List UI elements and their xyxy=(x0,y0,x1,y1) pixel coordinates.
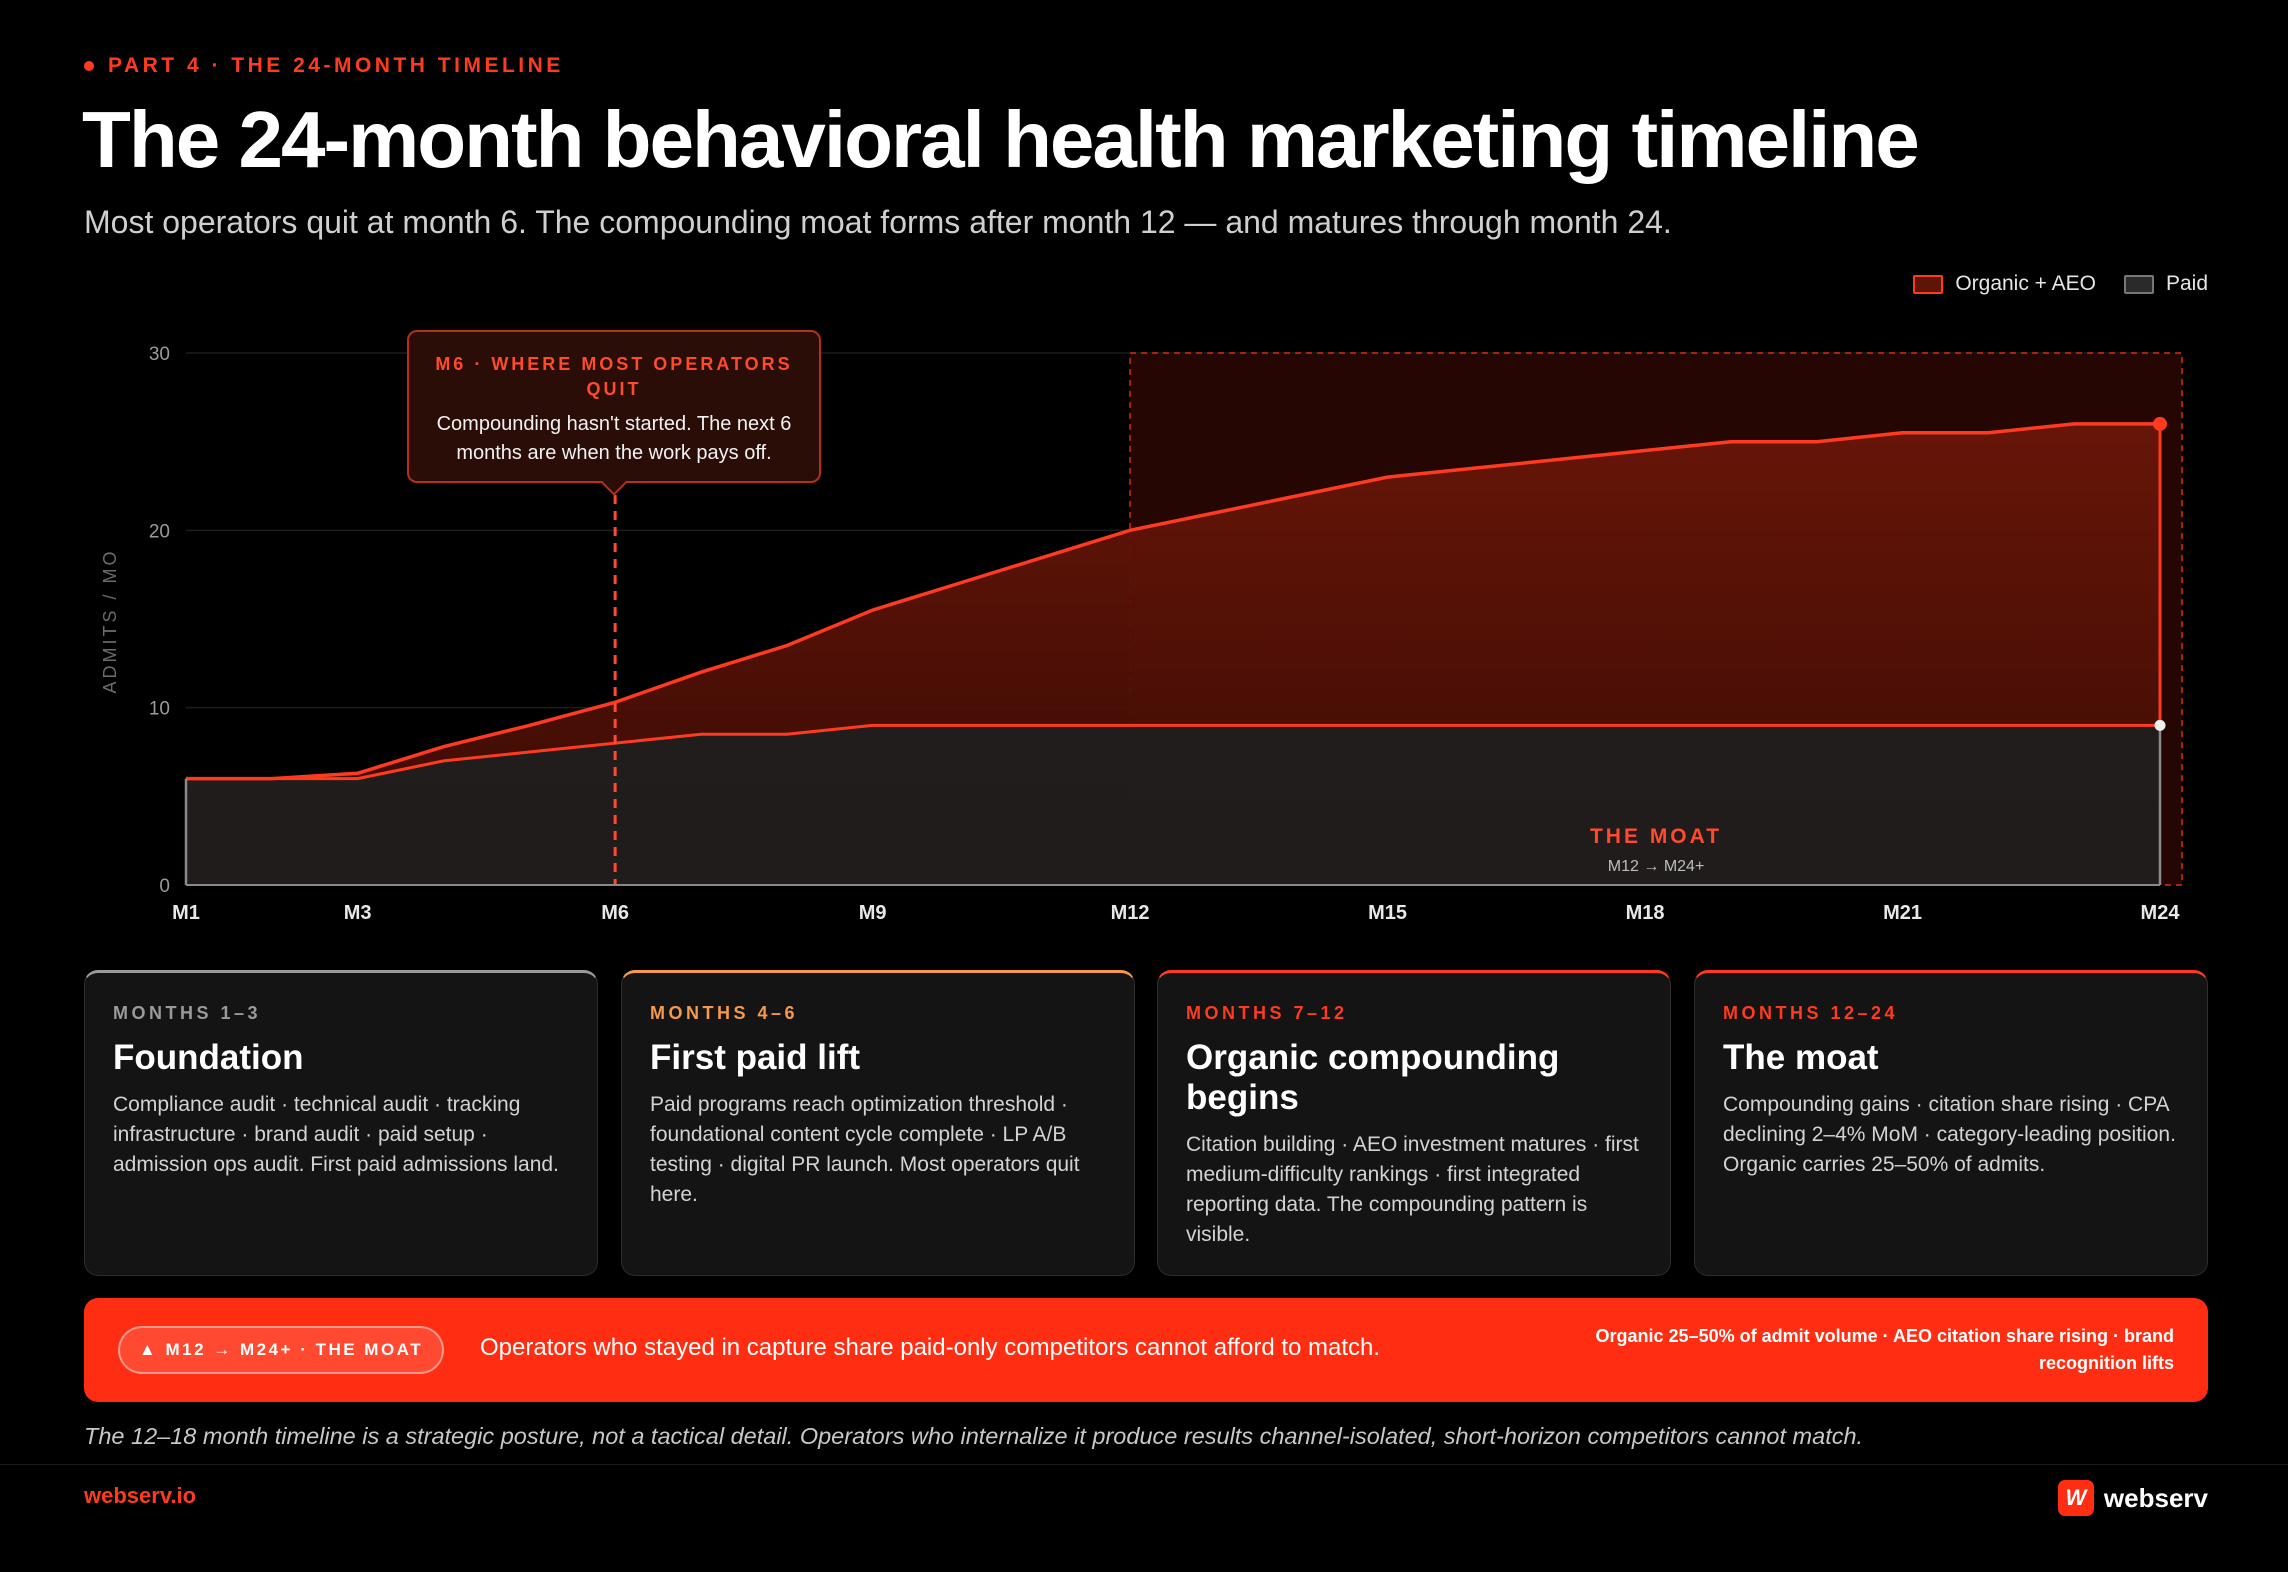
brand-mark-icon: W xyxy=(2057,1480,2094,1516)
callout-title: M6 · WHERE MOST OPERATORS QUIT xyxy=(435,354,793,399)
paid-line xyxy=(186,723,2160,781)
banner-side-text: Organic 25–50% of admit volume · AEO cit… xyxy=(1595,1326,2174,1373)
x-tick-label: M9 xyxy=(859,902,887,924)
organic-end-dot xyxy=(2153,416,2167,431)
card-body: Paid programs reach optimization thresho… xyxy=(650,1093,1080,1206)
y-tick-label: 30 xyxy=(149,344,170,365)
card-foundation: MONTHS 1–3 Foundation Compliance audit ·… xyxy=(84,970,598,1276)
card-body: Compounding gains · citation share risin… xyxy=(1723,1093,2176,1176)
card-body: Citation building · AEO investment matur… xyxy=(1186,1133,1639,1246)
card-kicker: MONTHS 7–12 xyxy=(1186,1003,1348,1023)
card-organic-compounding: MONTHS 7–12 Organic compounding begins C… xyxy=(1157,970,1671,1276)
moat-sublabel: M12 → M24+ xyxy=(1608,858,1704,875)
card-title: Organic compounding begins xyxy=(1186,1038,1560,1117)
card-kicker: MONTHS 4–6 xyxy=(650,1003,799,1023)
legend-label-organic: Organic + AEO xyxy=(1955,272,2096,295)
legend-label-paid: Paid xyxy=(2165,272,2208,295)
footer-divider xyxy=(0,1464,2288,1465)
y-tick-label: 10 xyxy=(149,699,170,720)
callout-text: Compounding hasn't started. The next 6 m… xyxy=(436,413,792,464)
legend-item-paid: Paid xyxy=(2123,272,2208,296)
x-tick-label: M24 xyxy=(2141,902,2181,924)
eyebrow: PART 4 · THE 24-MONTH TIMELINE xyxy=(84,54,564,78)
phase-cards: MONTHS 1–3 Foundation Compliance audit ·… xyxy=(84,970,2208,1276)
brand-logo: W webserv xyxy=(2057,1480,2208,1516)
paid-end-dot xyxy=(2154,719,2166,731)
page-title: The 24-month behavioral health marketing… xyxy=(82,95,1920,184)
moat-label: THE MOAT xyxy=(1590,825,1722,848)
card-title: First paid lift xyxy=(650,1038,860,1077)
x-tick-label: M6 xyxy=(601,902,629,924)
legend-swatch-paid xyxy=(2123,274,2154,294)
legend-swatch-organic xyxy=(1913,274,1944,294)
banner-main-text: Operators who stayed in capture share pa… xyxy=(480,1334,1381,1361)
site-link[interactable]: webserv.io xyxy=(84,1483,197,1508)
axis-ticks: 0 10 20 30 M1 M3 M6 M9 M12 M15 M18 M21 M24 xyxy=(149,344,2180,924)
card-body: Compliance audit · technical audit · tra… xyxy=(113,1093,559,1176)
eyebrow-dot xyxy=(84,61,94,71)
moat-banner: ▲ M12 → M24+ · THE MOAT Operators who st… xyxy=(84,1298,2208,1402)
card-title: Foundation xyxy=(113,1038,304,1077)
y-tick-label: 20 xyxy=(149,521,170,542)
legend-item-organic: Organic + AEO xyxy=(1913,272,2096,296)
card-the-moat: MONTHS 12–24 The moat Compounding gains … xyxy=(1694,970,2208,1276)
card-first-paid-lift: MONTHS 4–6 First paid lift Paid programs… xyxy=(621,970,1135,1276)
m6-callout: M6 · WHERE MOST OPERATORS QUIT Compoundi… xyxy=(407,330,821,496)
chart-legend: Organic + AEO Paid xyxy=(1913,272,2208,296)
x-tick-label: M1 xyxy=(172,902,200,924)
card-title: The moat xyxy=(1723,1038,1879,1077)
moat-pill: ▲ M12 → M24+ · THE MOAT xyxy=(118,1326,444,1374)
card-kicker: MONTHS 1–3 xyxy=(113,1003,262,1023)
eyebrow-text: PART 4 · THE 24-MONTH TIMELINE xyxy=(108,54,564,77)
organic-line xyxy=(186,422,2160,781)
brand-wordmark: webserv xyxy=(2103,1482,2208,1513)
page-subtitle: Most operators quit at month 6. The comp… xyxy=(84,204,1672,240)
footnote: The 12–18 month timeline is a strategic … xyxy=(84,1423,1864,1449)
x-tick-label: M15 xyxy=(1368,902,1407,924)
y-tick-label: 0 xyxy=(159,876,170,897)
x-tick-label: M3 xyxy=(344,902,372,924)
card-kicker: MONTHS 12–24 xyxy=(1723,1003,1899,1023)
paid-area xyxy=(186,725,2160,885)
y-axis-label: ADMITS / MO xyxy=(100,549,120,694)
x-tick-label: M12 xyxy=(1111,902,1150,924)
x-tick-label: M18 xyxy=(1626,902,1665,924)
admits-chart: ADMITS / MO THE MOAT M12 → M24+ 0 10 20 30 M… xyxy=(100,344,2183,924)
x-tick-label: M21 xyxy=(1883,902,1922,924)
